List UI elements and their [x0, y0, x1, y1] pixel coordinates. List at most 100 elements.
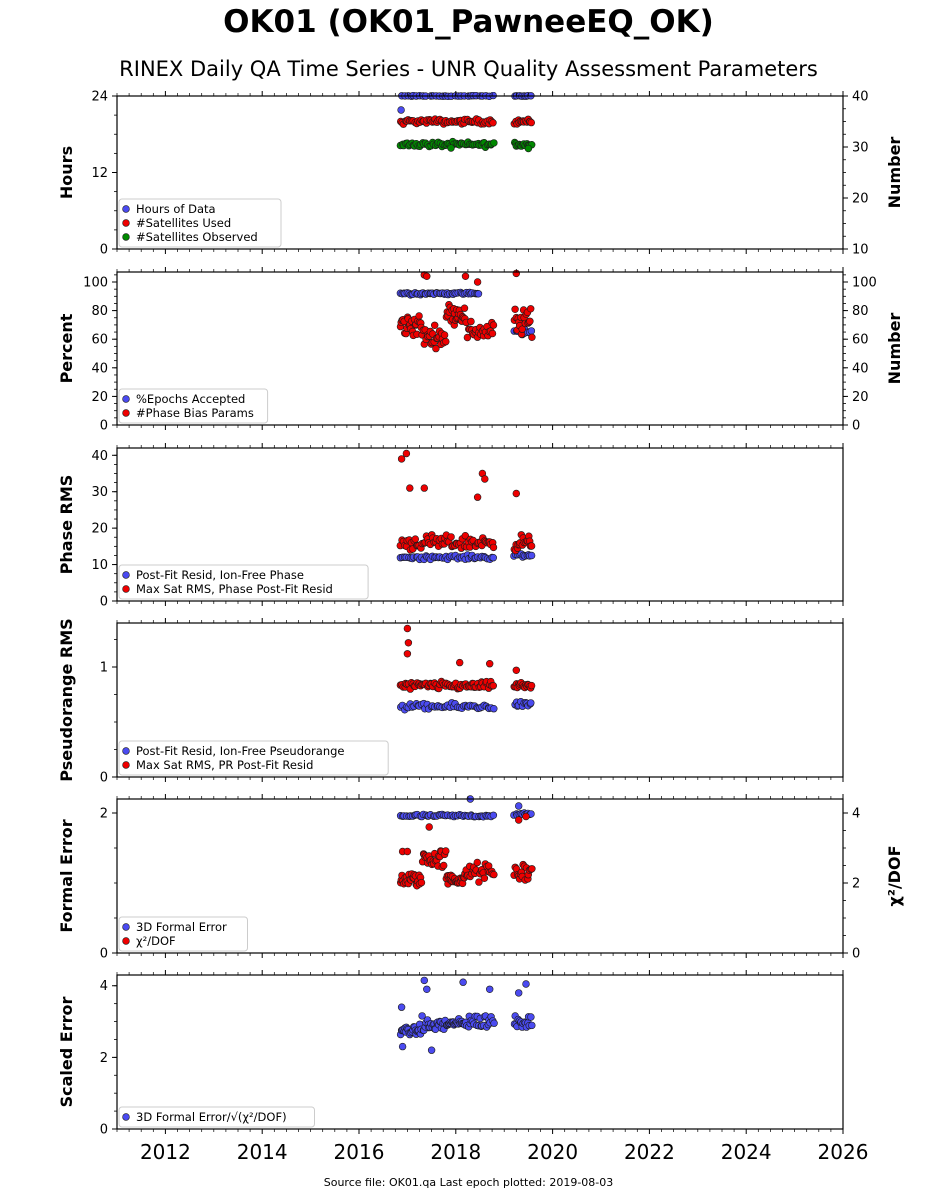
data-point [527, 699, 535, 707]
data-point [420, 976, 428, 985]
data-point [512, 666, 520, 674]
data-point [420, 484, 428, 492]
data-point [514, 816, 523, 824]
legend-marker [122, 233, 130, 241]
legend-marker [122, 585, 130, 593]
data-point [456, 658, 464, 667]
legend-label: Max Sat RMS, Phase Post-Fit Resid [136, 582, 333, 596]
data-point [423, 272, 431, 280]
y-tick-label: 40 [91, 449, 108, 464]
y2-axis-label: χ²/DOF [885, 846, 904, 907]
chart-subtitle: RINEX Daily QA Time Series - UNR Quality… [119, 57, 818, 81]
data-point [473, 858, 481, 867]
data-point [397, 106, 405, 114]
y-tick-label: 40 [91, 361, 108, 376]
legend-label: #Phase Bias Params [136, 406, 254, 420]
data-point [526, 317, 534, 325]
data-point [527, 542, 536, 550]
data-point [527, 1013, 535, 1021]
data-point [511, 305, 519, 313]
y-axis-label: Hours [57, 146, 76, 199]
y-tick-label: 20 [91, 390, 108, 405]
legend-marker [122, 937, 130, 945]
data-point [460, 304, 469, 312]
legend-marker [122, 395, 130, 403]
x-tick-label: 2016 [334, 1140, 385, 1164]
data-point [406, 484, 414, 492]
y-tick-label: 12 [91, 166, 108, 181]
y2-tick-label: 4 [852, 807, 860, 822]
x-tick-label: 2024 [721, 1140, 772, 1164]
y2-tick-label: 20 [852, 192, 869, 207]
y2-tick-label: 0 [852, 947, 860, 962]
data-point [427, 1046, 436, 1054]
y-tick-label: 60 [91, 333, 108, 348]
data-point [527, 551, 536, 560]
chart-title: OK01 (OK01_PawneeEQ_OK) [223, 4, 714, 40]
data-point [402, 449, 411, 458]
data-point [447, 533, 455, 541]
data-point [431, 321, 439, 329]
data-point [425, 823, 433, 831]
data-point [411, 535, 419, 543]
data-point [489, 811, 498, 819]
legend-label: Hours of Data [136, 202, 216, 216]
data-point [474, 290, 483, 298]
legend-label: 3D Formal Error/√(χ²/DOF) [136, 1110, 287, 1124]
data-point [403, 847, 412, 856]
data-point [403, 650, 412, 658]
data-point [527, 681, 536, 690]
legend-marker [122, 923, 130, 931]
data-point [415, 312, 423, 320]
legend-marker [122, 747, 130, 755]
legend-marker [122, 409, 130, 417]
y-tick-label: 2 [100, 807, 108, 822]
data-point [512, 489, 520, 498]
legend-label: χ²/DOF [136, 934, 176, 948]
data-point [423, 985, 431, 993]
data-point [524, 144, 533, 153]
data-point [488, 329, 497, 338]
y2-tick-label: 100 [852, 276, 877, 291]
legend-label: Post-Fit Resid, Ion-Free Phase [136, 568, 304, 582]
data-point [398, 1042, 407, 1051]
y-tick-label: 0 [100, 419, 108, 434]
legend-label: #Satellites Observed [136, 230, 258, 244]
y-tick-label: 1 [100, 661, 108, 676]
legend-box [118, 564, 369, 600]
legend-box [118, 740, 389, 776]
axes-frame [116, 974, 844, 1130]
data-point [489, 543, 498, 552]
data-point [527, 327, 536, 335]
data-point [522, 980, 530, 988]
y-axis-label: Pseudorange RMS [57, 618, 76, 781]
data-point [518, 325, 526, 333]
legend-marker [122, 1113, 130, 1121]
y-tick-label: 0 [100, 1123, 108, 1138]
y2-tick-label: 10 [852, 243, 869, 258]
data-point [481, 475, 489, 483]
data-point [475, 878, 483, 886]
data-point [467, 317, 475, 326]
x-tick-label: 2026 [818, 1140, 869, 1164]
data-point [404, 639, 413, 647]
legend-label: Max Sat RMS, PR Post-Fit Resid [136, 758, 313, 772]
data-point [490, 1019, 498, 1027]
x-tick-label: 2012 [140, 1140, 191, 1164]
y2-axis-label: Number [885, 137, 904, 209]
data-point [514, 989, 523, 997]
y-tick-label: 0 [100, 771, 108, 786]
data-point [461, 272, 470, 280]
data-point [489, 321, 498, 329]
data-point [514, 802, 523, 810]
data-point [528, 1021, 536, 1030]
data-point [490, 704, 498, 713]
source-footer: Source file: OK01.qa Last epoch plotted:… [323, 1176, 614, 1189]
data-point [489, 553, 497, 562]
legend-box [118, 1106, 315, 1128]
data-point [480, 874, 489, 882]
data-point [432, 344, 440, 353]
y-tick-label: 20 [91, 522, 108, 537]
y2-tick-label: 40 [852, 361, 869, 376]
